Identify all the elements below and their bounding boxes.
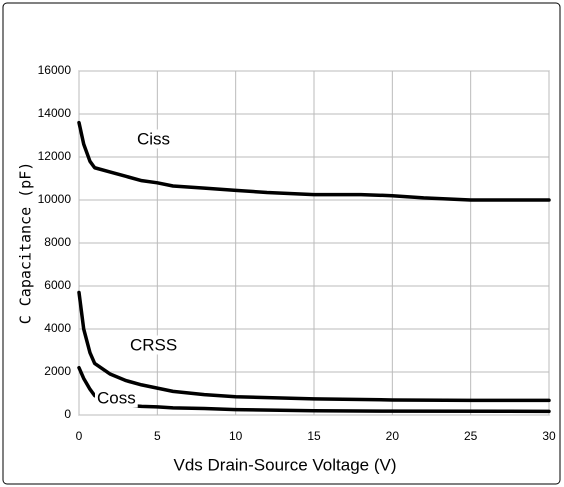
x-tick-label: 30 <box>542 429 556 443</box>
x-tick-label: 25 <box>464 429 478 443</box>
y-axis-label: C Capacitance (pF) <box>17 162 35 325</box>
x-tick-label: 5 <box>154 429 161 443</box>
y-tick-label: 2000 <box>44 364 71 378</box>
y-tick-label: 14000 <box>38 106 72 120</box>
y-tick-label: 12000 <box>38 149 72 163</box>
y-tick-label: 16000 <box>38 63 72 77</box>
y-tick-label: 0 <box>64 407 71 421</box>
y-tick-label: 8000 <box>44 235 71 249</box>
series-label: CRSS <box>130 335 177 354</box>
line <box>77 290 551 403</box>
x-tick-label: 15 <box>307 429 321 443</box>
x-tick-label: 20 <box>386 429 400 443</box>
series-label: Coss <box>97 388 136 407</box>
series-label-bg <box>128 335 180 355</box>
line <box>77 365 551 414</box>
line <box>77 120 551 202</box>
x-axis-label: Vds Drain-Source Voltage (V) <box>174 455 397 474</box>
y-tick-label: 10000 <box>38 192 72 206</box>
series-label: Ciss <box>137 129 170 148</box>
series-label-bg <box>135 129 173 149</box>
y-tick-label: 4000 <box>44 321 71 335</box>
x-tick-label: 0 <box>76 429 83 443</box>
series-label-bg <box>95 388 138 408</box>
y-tick-label: 6000 <box>44 278 71 292</box>
x-tick-label: 10 <box>229 429 243 443</box>
